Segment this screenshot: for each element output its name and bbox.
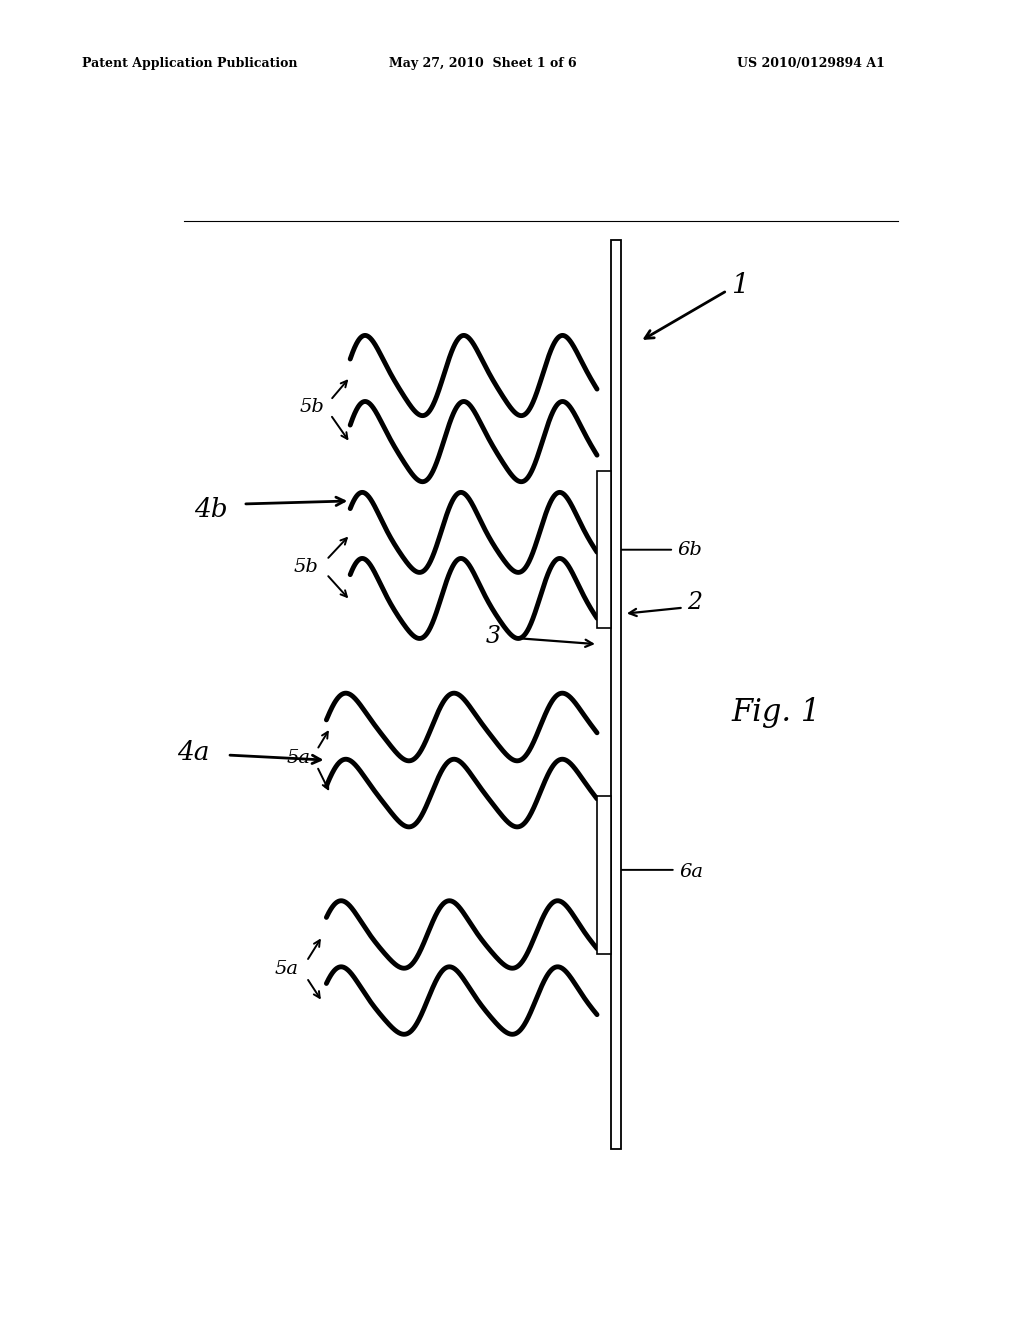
Bar	[597, 796, 611, 954]
Text: May 27, 2010  Sheet 1 of 6: May 27, 2010 Sheet 1 of 6	[389, 57, 577, 70]
Text: US 2010/0129894 A1: US 2010/0129894 A1	[737, 57, 885, 70]
Bar	[611, 240, 621, 1150]
Text: Patent Application Publication: Patent Application Publication	[82, 57, 297, 70]
Bar	[597, 471, 611, 628]
Text: 1: 1	[731, 272, 749, 298]
Text: 5a: 5a	[287, 748, 310, 767]
Text: 2: 2	[687, 591, 702, 614]
Text: 6b: 6b	[677, 541, 702, 558]
Text: 5a: 5a	[274, 961, 299, 978]
Text: 4b: 4b	[195, 496, 228, 521]
Text: 6a: 6a	[680, 863, 703, 880]
Text: 3: 3	[485, 624, 501, 648]
Text: 5b: 5b	[300, 399, 325, 416]
Text: 4a: 4a	[177, 741, 209, 766]
Text: Fig. 1: Fig. 1	[731, 697, 820, 727]
Text: 5b: 5b	[294, 558, 318, 576]
